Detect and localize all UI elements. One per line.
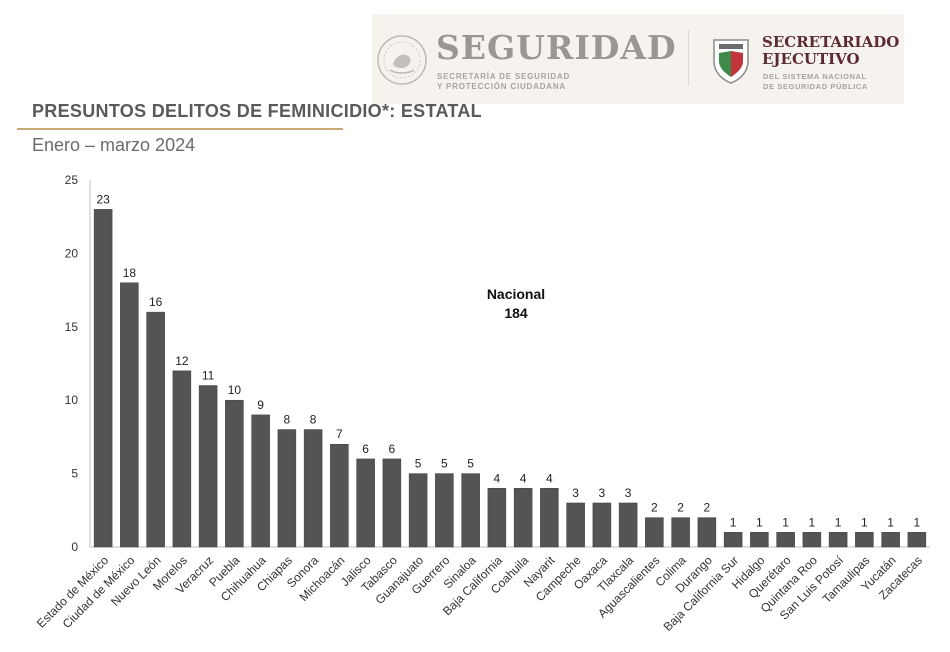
bar [776,532,795,548]
bar-value-label: 1 [887,515,894,529]
bar-value-label: 8 [310,413,317,427]
bar [540,488,559,548]
y-tick-label: 25 [65,173,79,187]
secretariado-subtitle-2: DE SEGURIDAD PÚBLICA [763,82,868,91]
nacional-annotation-label: Nacional [487,286,545,302]
bar-value-label: 1 [782,515,789,529]
page-subtitle: Enero – marzo 2024 [32,135,196,155]
y-tick-label: 15 [65,320,79,334]
bar [645,517,664,548]
bar-value-label: 10 [228,383,242,397]
nacional-annotation-value: 184 [504,305,528,321]
y-tick-label: 10 [65,393,79,407]
secretariado-line-1: SECRETARIADO [762,33,900,51]
bar-value-label: 4 [520,471,527,485]
bar [461,473,480,548]
bar-value-label: 1 [835,515,842,529]
bar [93,209,113,548]
bar [855,532,874,548]
bar-value-label: 12 [175,354,189,368]
bar [277,429,297,548]
bar-value-label: 2 [651,501,658,515]
header-divider [688,30,689,86]
title-underline [17,128,343,130]
bar-value-label: 6 [362,442,369,456]
bar-value-label: 11 [202,369,215,383]
bar [330,443,349,548]
bar [802,532,822,548]
bar-value-label: 1 [861,515,868,529]
mexico-seal-logo [377,35,427,85]
bar-value-label: 2 [677,501,684,515]
bar-value-label: 1 [730,515,737,529]
secretariado-wordmark: SECRETARIADO EJECUTIVO [762,34,899,68]
bar-value-label: 8 [284,413,291,427]
bar [566,502,585,548]
bar-value-label: 3 [625,486,632,500]
bar [750,532,769,548]
bar-value-label: 16 [149,295,163,309]
bar-value-label: 9 [257,398,264,412]
bar-value-label: 23 [96,192,110,206]
bar-value-label: 3 [599,486,606,500]
bar [251,414,270,548]
bar-value-label: 1 [914,515,921,529]
bar [120,282,139,548]
bar [172,370,192,548]
bar [697,517,717,548]
header-band [372,14,904,104]
bar [487,488,507,548]
bar-value-label: 4 [494,471,501,485]
bars [93,209,927,548]
bar [198,385,218,548]
seguridad-wordmark: SEGURIDAD [436,28,677,67]
bar [592,502,612,548]
bar [146,311,165,548]
bar-value-label: 18 [123,266,137,280]
y-tick-label: 5 [71,467,78,481]
bar [513,488,533,548]
page-title: PRESUNTOS DELITOS DE FEMINICIDIO*: ESTAT… [32,101,482,121]
bar [408,473,428,548]
bar [382,458,402,548]
bar [356,458,375,548]
bar-value-label: 1 [756,515,763,529]
y-tick-label: 20 [65,246,79,260]
bar-value-label: 5 [441,457,448,471]
bar-value-label: 2 [704,501,711,515]
bar-value-label: 3 [572,486,579,500]
bar [618,502,638,548]
seguridad-subtitle-1: SECRETARÍA DE SEGURIDAD [437,72,571,81]
bar-value-label: 1 [809,515,816,529]
bar [671,517,690,548]
bar [303,429,323,548]
bar [907,532,927,548]
bar [828,532,848,548]
y-tick-label: 0 [71,540,78,554]
bar [435,473,454,548]
seguridad-subtitle-2: Y PROTECCIÓN CIUDADANA [437,82,567,91]
bar-value-label: 7 [336,427,343,441]
bar [723,532,743,548]
secretariado-subtitle-1: DEL SISTEMA NACIONAL [763,72,867,81]
bar-value-label: 5 [415,457,422,471]
secretariado-line-2: EJECUTIVO [762,50,860,68]
bar-value-label: 6 [389,442,396,456]
bar-value-label: 5 [467,457,474,471]
bar-value-label: 4 [546,471,553,485]
sesnsp-shield-logo [713,39,749,84]
bar [881,532,900,548]
bar [225,399,244,548]
